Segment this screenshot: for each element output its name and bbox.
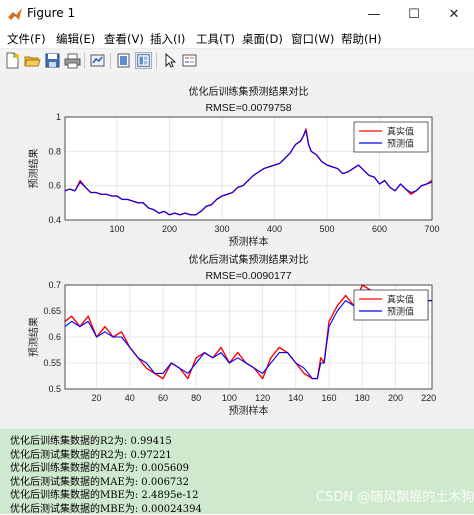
test-x-tick-label: 140 <box>288 393 303 403</box>
test-chart-subtitle: RMSE=0.0090177 <box>205 270 291 282</box>
menu-file[interactable]: 文件(F) <box>7 32 46 46</box>
maximize-icon: ☐ <box>408 6 420 22</box>
menu-edit[interactable]: 编辑(E) <box>56 32 96 46</box>
test-x-tick-label: 120 <box>255 393 270 403</box>
train-chart: 100 200 300 400 500 600 700 0.4 0.6 0.8 1 优化后训练集预测结… <box>27 85 440 248</box>
menu-bar: 文件(F) 编辑(E) 查看(V) 插入(I) 工具(T) 桌面(D) 窗口(W… <box>0 28 474 48</box>
test-x-tick-label: 20 <box>92 393 102 403</box>
test-x-tick-label: 60 <box>158 393 168 403</box>
output-line-train-r2: 优化后训练集数据的R2为: 0.99415 <box>10 436 172 447</box>
test-x-tick-label: 100 <box>222 393 237 403</box>
test-x-axis-label: 预测样本 <box>229 404 269 417</box>
minimize-icon: — <box>367 6 381 22</box>
train-x-tick-label: 400 <box>267 224 282 234</box>
maximize-button[interactable]: ☐ <box>394 0 434 28</box>
train-chart-title: 优化后训练集预测结果对比 <box>189 85 309 98</box>
close-button[interactable]: ✕ <box>434 0 474 28</box>
train-x-tick-label: 300 <box>214 224 229 234</box>
insert-legend-icon[interactable] <box>181 52 198 69</box>
title-bar: Figure 1 — ☐ ✕ <box>0 0 474 29</box>
open-file-icon[interactable] <box>24 52 41 69</box>
test-x-tick-label: 80 <box>191 393 201 403</box>
command-window-output: 优化后训练集数据的R2为: 0.99415 优化后测试集数据的R2为: 0.97… <box>0 429 474 515</box>
test-x-tick-label: 180 <box>355 393 370 403</box>
train-legend-box <box>353 121 429 153</box>
close-icon: ✕ <box>448 6 460 22</box>
menu-window[interactable]: 窗口(W) <box>291 32 335 46</box>
test-x-tick-label: 160 <box>322 393 337 403</box>
matlab-logo-icon <box>8 8 22 20</box>
train-chart-subtitle: RMSE=0.0079758 <box>205 102 291 114</box>
train-x-tick-label: 500 <box>319 224 334 234</box>
test-y-tick-label: 0.7 <box>48 280 61 290</box>
test-y-axis-label: 预测结果 <box>27 317 40 357</box>
menu-help[interactable]: 帮助(H) <box>341 32 382 46</box>
save-icon[interactable] <box>44 52 61 69</box>
test-y-tick-label: 0.55 <box>43 358 61 368</box>
toolbar <box>0 48 474 74</box>
hide-plot-tools-icon[interactable] <box>115 52 132 69</box>
train-y-tick-label: 0.4 <box>48 215 61 225</box>
train-legend-label-pred: 预测值 <box>387 138 414 150</box>
test-y-tick-label: 0.65 <box>43 306 61 316</box>
test-legend-label-pred: 预测值 <box>387 306 414 318</box>
output-line-train-mae: 优化后训练集数据的MAE为: 0.005609 <box>10 463 190 474</box>
toolbar-separator <box>156 53 157 69</box>
test-chart-title: 优化后测试集预测结果对比 <box>189 253 309 266</box>
test-x-tick-label: 200 <box>388 393 403 403</box>
toolbar-separator <box>84 53 85 69</box>
train-x-axis-label: 预测样本 <box>229 235 269 248</box>
new-figure-icon[interactable] <box>4 52 21 69</box>
pointer-icon[interactable] <box>161 52 178 69</box>
train-x-tick-label: 700 <box>424 224 439 234</box>
test-x-tick-label: 220 <box>421 393 436 403</box>
train-x-tick-label: 100 <box>109 224 124 234</box>
train-series-line-pred <box>64 130 433 216</box>
menu-tools[interactable]: 工具(T) <box>196 32 235 46</box>
test-legend-label-true: 真实值 <box>387 294 414 306</box>
test-axes-border <box>64 284 433 390</box>
train-x-tick-label: 200 <box>162 224 177 234</box>
output-line-test-r2: 优化后测试集数据的R2为: 0.97221 <box>10 450 172 461</box>
print-icon[interactable] <box>64 52 81 69</box>
train-legend-label-true: 真实值 <box>387 126 414 138</box>
menu-insert[interactable]: 插入(I) <box>150 32 186 46</box>
train-y-tick-label: 0.8 <box>48 146 61 156</box>
menu-desktop[interactable]: 桌面(D) <box>242 32 283 46</box>
window-title: Figure 1 <box>27 6 76 20</box>
test-chart: 20 40 60 80 100 120 140 160 180 200 220 0.5 0.55 0.6 0… <box>27 253 436 417</box>
toolbar-separator <box>110 53 111 69</box>
test-x-tick-label: 40 <box>125 393 135 403</box>
minimize-button[interactable]: — <box>354 0 394 28</box>
output-line-test-mbe: 优化后测试集数据的MBE为: 0.00024394 <box>10 504 202 515</box>
menu-view[interactable]: 查看(V) <box>104 32 144 46</box>
figure-plots: 100 200 300 400 500 600 700 0.4 0.6 0.8 1 优化后训练集预测结… <box>27 85 440 417</box>
train-axes-border <box>64 116 433 221</box>
link-plot-icon[interactable] <box>89 52 106 69</box>
output-line-train-mbe: 优化后训练集数据的MBE为: 2.4895e-12 <box>10 490 199 501</box>
test-y-tick-label: 0.5 <box>48 384 61 394</box>
train-x-tick-label: 600 <box>372 224 387 234</box>
train-y-axis-label: 预测结果 <box>27 149 40 189</box>
show-plot-tools-icon[interactable] <box>135 52 152 69</box>
train-y-tick-label: 1 <box>56 112 61 122</box>
watermark: CSDN @随风飘摇的土木狗 <box>316 490 474 505</box>
test-legend-box <box>353 289 429 321</box>
output-line-test-mae: 优化后测试集数据的MAE为: 0.006732 <box>10 477 190 488</box>
test-y-tick-label: 0.6 <box>48 332 61 342</box>
train-y-tick-label: 0.6 <box>48 181 61 191</box>
